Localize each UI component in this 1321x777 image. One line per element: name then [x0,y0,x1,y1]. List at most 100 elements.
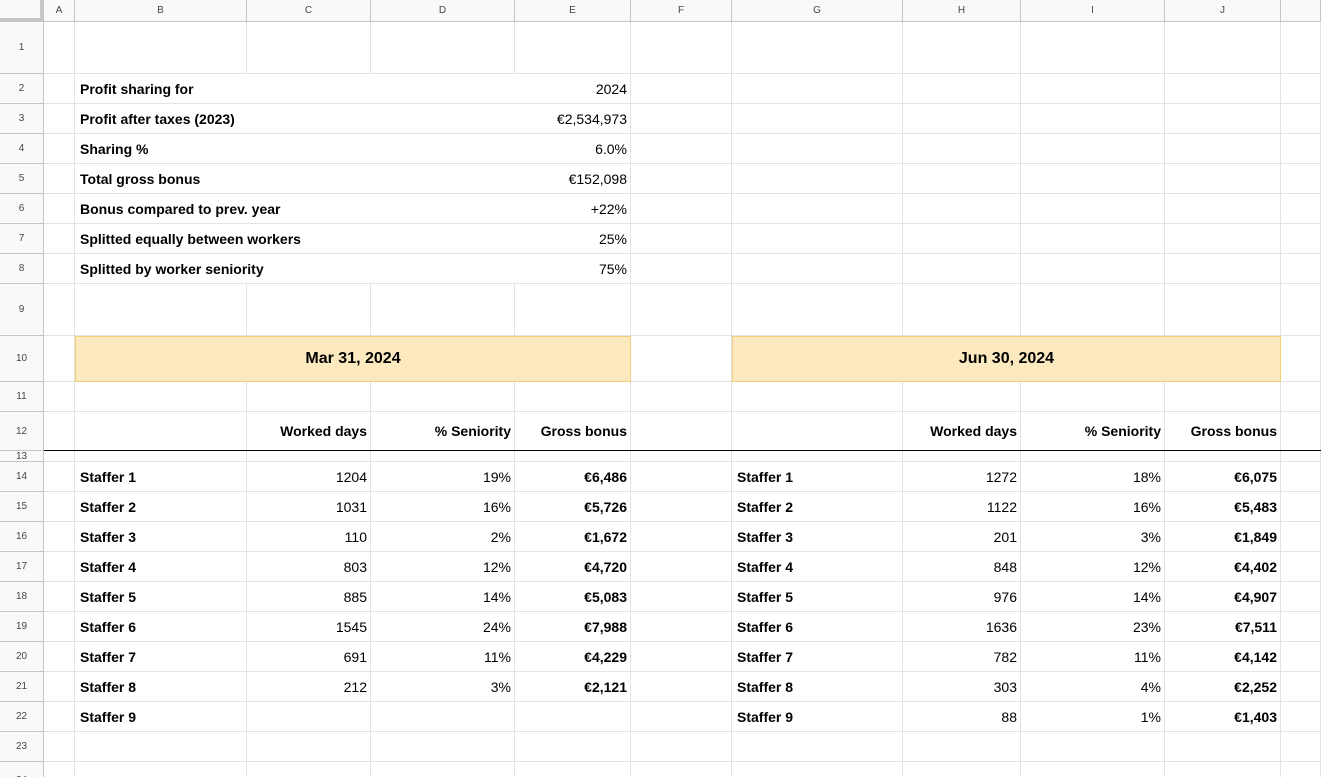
grid-cell[interactable] [1281,672,1321,702]
grid-cell[interactable] [732,104,903,134]
grid-cell[interactable] [371,22,515,74]
gross-bonus-header[interactable]: Gross bonus [1165,412,1281,451]
grid-cell[interactable] [371,284,515,336]
grid-cell[interactable] [631,672,732,702]
gross-bonus-value[interactable]: €2,252 [1165,672,1281,702]
seniority-value[interactable]: 4% [1021,672,1165,702]
grid-cell[interactable] [903,451,1021,462]
grid-cell[interactable] [903,254,1021,284]
staffer-name[interactable]: Staffer 4 [75,552,247,582]
grid-cell[interactable] [1165,22,1281,74]
seniority-value[interactable] [371,702,515,732]
grid-cell[interactable] [1281,134,1321,164]
column-header-i[interactable]: I [1021,0,1165,22]
worked-days-value[interactable]: 976 [903,582,1021,612]
grid-cell[interactable] [75,412,247,451]
seniority-value[interactable]: 3% [371,672,515,702]
staffer-name[interactable]: Staffer 7 [732,642,903,672]
column-header-k[interactable] [1281,0,1321,22]
grid-cell[interactable] [44,284,75,336]
worked-days-value[interactable]: 848 [903,552,1021,582]
grid-cell[interactable] [1281,762,1321,777]
grid-cell[interactable] [1281,582,1321,612]
seniority-value[interactable]: 18% [1021,462,1165,492]
grid-cell[interactable] [1021,164,1165,194]
grid-cell[interactable] [247,22,371,74]
grid-cell[interactable] [631,284,732,336]
gross-bonus-value[interactable]: €4,142 [1165,642,1281,672]
grid-cell[interactable] [515,762,631,777]
row-header-18[interactable]: 18 [0,582,44,612]
column-header-f[interactable]: F [631,0,732,22]
summary-value[interactable]: 25% [515,224,631,254]
staffer-name[interactable]: Staffer 7 [75,642,247,672]
grid-cell[interactable] [732,194,903,224]
worked-days-value[interactable]: 1272 [903,462,1021,492]
seniority-header[interactable]: % Seniority [371,412,515,451]
grid-cell[interactable] [1165,762,1281,777]
summary-label[interactable]: Sharing % [75,134,515,164]
grid-cell[interactable] [371,732,515,762]
gross-bonus-value[interactable]: €7,511 [1165,612,1281,642]
period-date-header[interactable]: Jun 30, 2024 [732,336,1281,382]
grid-cell[interactable] [1021,762,1165,777]
grid-cell[interactable] [1281,642,1321,672]
row-header-5[interactable]: 5 [0,164,44,194]
grid-cell[interactable] [732,382,903,412]
grid-cell[interactable] [44,134,75,164]
row-header-4[interactable]: 4 [0,134,44,164]
staffer-name[interactable]: Staffer 8 [75,672,247,702]
staffer-name[interactable]: Staffer 1 [75,462,247,492]
grid-cell[interactable] [44,336,75,382]
grid-cell[interactable] [1021,732,1165,762]
grid-cell[interactable] [1281,522,1321,552]
grid-cell[interactable] [44,732,75,762]
grid-cell[interactable] [247,451,371,462]
worked-days-value[interactable]: 885 [247,582,371,612]
row-header-24[interactable]: 24 [0,762,44,777]
staffer-name[interactable]: Staffer 1 [732,462,903,492]
row-header-22[interactable]: 22 [0,702,44,732]
grid-cell[interactable] [1021,194,1165,224]
seniority-value[interactable]: 3% [1021,522,1165,552]
gross-bonus-value[interactable]: €5,483 [1165,492,1281,522]
grid-cell[interactable] [1281,451,1321,462]
grid-cell[interactable] [903,194,1021,224]
grid-cell[interactable] [247,382,371,412]
grid-cell[interactable] [44,254,75,284]
grid-cell[interactable] [903,164,1021,194]
grid-cell[interactable] [732,732,903,762]
grid-cell[interactable] [1021,224,1165,254]
column-header-b[interactable]: B [75,0,247,22]
grid-cell[interactable] [903,224,1021,254]
grid-cell[interactable] [44,582,75,612]
grid-cell[interactable] [1165,284,1281,336]
gross-bonus-value[interactable]: €5,726 [515,492,631,522]
worked-days-value[interactable]: 303 [903,672,1021,702]
row-header-13[interactable]: 13 [0,451,44,462]
summary-value[interactable]: 2024 [515,74,631,104]
gross-bonus-value[interactable]: €6,075 [1165,462,1281,492]
period-date-header[interactable]: Mar 31, 2024 [75,336,631,382]
row-header-12[interactable]: 12 [0,412,44,451]
grid-cell[interactable] [44,224,75,254]
grid-cell[interactable] [515,732,631,762]
seniority-value[interactable]: 12% [1021,552,1165,582]
worked-days-value[interactable]: 803 [247,552,371,582]
grid-cell[interactable] [1165,224,1281,254]
staffer-name[interactable]: Staffer 6 [75,612,247,642]
staffer-name[interactable]: Staffer 9 [75,702,247,732]
grid-cell[interactable] [631,462,732,492]
gross-bonus-value[interactable]: €5,083 [515,582,631,612]
row-header-7[interactable]: 7 [0,224,44,254]
grid-cell[interactable] [903,104,1021,134]
grid-cell[interactable] [1281,254,1321,284]
summary-value[interactable]: 75% [515,254,631,284]
grid-cell[interactable] [371,762,515,777]
grid-cell[interactable] [1281,382,1321,412]
grid-cell[interactable] [631,412,732,451]
grid-cell[interactable] [44,104,75,134]
grid-cell[interactable] [371,451,515,462]
grid-cell[interactable] [631,642,732,672]
gross-bonus-value[interactable]: €2,121 [515,672,631,702]
